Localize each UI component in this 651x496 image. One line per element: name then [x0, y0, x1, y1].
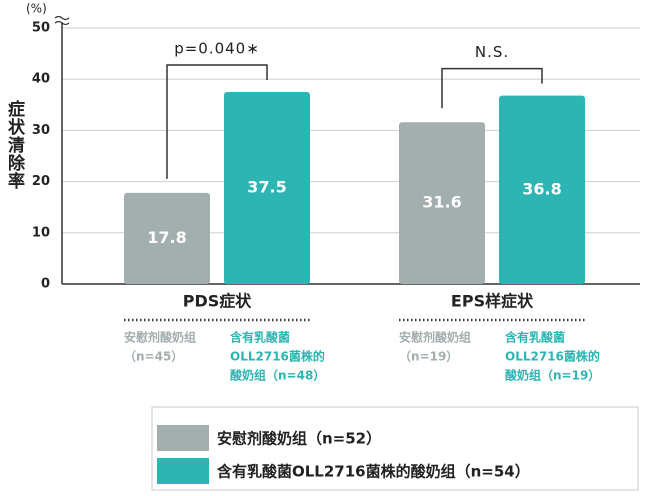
significance-bracket	[166, 64, 268, 179]
group-note: 安慰剂酸奶组	[399, 330, 471, 345]
y-tick-label: 40	[32, 72, 50, 87]
bar	[224, 92, 310, 284]
y-tick-label: 10	[32, 225, 50, 240]
bar	[499, 95, 585, 284]
y-tick-label: 30	[32, 123, 50, 138]
y-tick-label: 0	[41, 277, 50, 292]
legend-label: 含有乳酸菌OLL2716菌株的酸奶组（n=54）	[217, 463, 530, 481]
group-note: 含有乳酸菌	[505, 330, 565, 345]
x-tick-label: PDS症状	[183, 292, 253, 311]
group-note: （n=45）	[124, 349, 183, 364]
y-tick-label: 50	[32, 21, 50, 36]
legend-swatch	[157, 458, 209, 484]
bar	[124, 192, 210, 284]
legend-label: 安慰剂酸奶组（n=52）	[217, 430, 381, 448]
bar	[399, 122, 485, 284]
significance-label: N.S.	[475, 43, 509, 61]
legend-swatch	[157, 425, 209, 451]
value-label: 31.6	[422, 193, 461, 212]
y-axis-label: 症状清除率	[4, 99, 25, 190]
group-note: 安慰剂酸奶组	[124, 330, 196, 345]
group-note: 含有乳酸菌	[230, 330, 290, 345]
value-label: 17.8	[147, 228, 186, 247]
value-label: 36.8	[522, 179, 561, 198]
group-note: OLL2716菌株的	[230, 349, 325, 364]
significance-label: p=0.040∗	[174, 40, 260, 58]
y-tick-label: 20	[32, 174, 50, 189]
value-label: 37.5	[247, 178, 286, 197]
x-tick-label: EPS样症状	[451, 292, 534, 311]
group-note: （n=19）	[399, 349, 458, 364]
legend-box	[151, 406, 639, 491]
axis-break	[54, 15, 70, 26]
group-note: 酸奶组（n=48）	[230, 368, 325, 383]
y-unit: (%)	[26, 2, 47, 16]
significance-bracket	[441, 67, 543, 109]
group-note: OLL2716菌株的	[505, 349, 600, 364]
group-note: 酸奶组（n=19）	[505, 368, 600, 383]
